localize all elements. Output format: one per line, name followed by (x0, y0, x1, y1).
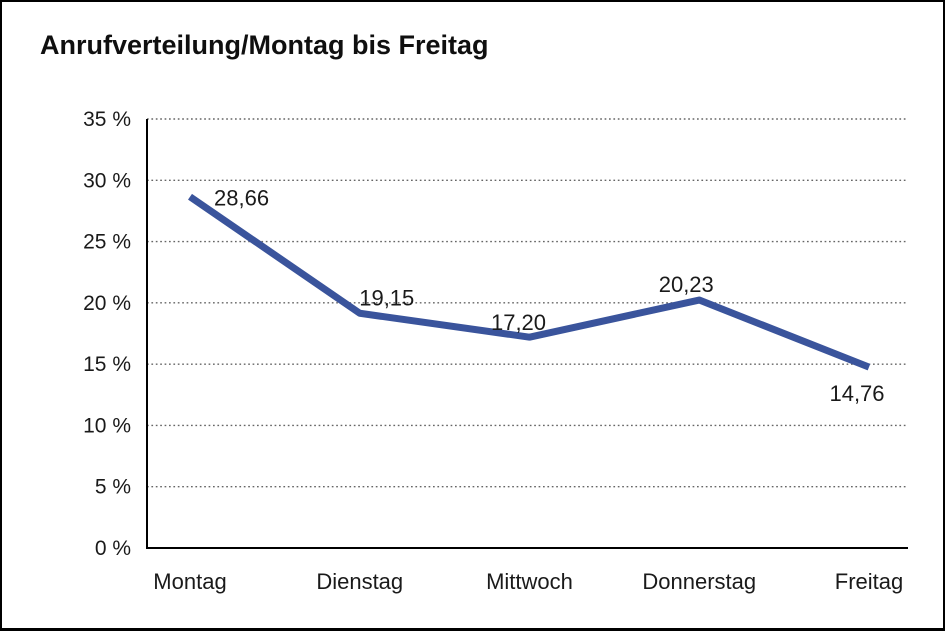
y-tick-label: 25 % (83, 231, 131, 254)
x-category-label: Montag (153, 569, 226, 594)
x-category-label: Mittwoch (486, 569, 573, 594)
y-tick-label: 30 % (83, 169, 131, 192)
data-line (188, 193, 871, 371)
data-point-label: 28,66 (214, 186, 269, 211)
y-tick-label: 5 % (95, 476, 131, 499)
y-tick-label: 10 % (83, 414, 131, 437)
x-category-label: Donnerstag (642, 569, 756, 594)
y-tick-label: 20 % (83, 292, 131, 315)
data-point-label: 14,76 (829, 381, 884, 406)
data-point-label: 20,23 (659, 272, 714, 297)
x-category-label: Dienstag (316, 569, 403, 594)
y-tick-label: 15 % (83, 353, 131, 376)
y-tick-label: 0 % (95, 537, 131, 560)
data-point-label: 17,20 (491, 310, 546, 335)
chart-title: Anrufverteilung/Montag bis Freitag (40, 30, 489, 60)
y-tick-label: 35 % (83, 108, 131, 131)
x-category-label: Freitag (835, 569, 903, 594)
data-point-label: 19,15 (359, 285, 414, 310)
